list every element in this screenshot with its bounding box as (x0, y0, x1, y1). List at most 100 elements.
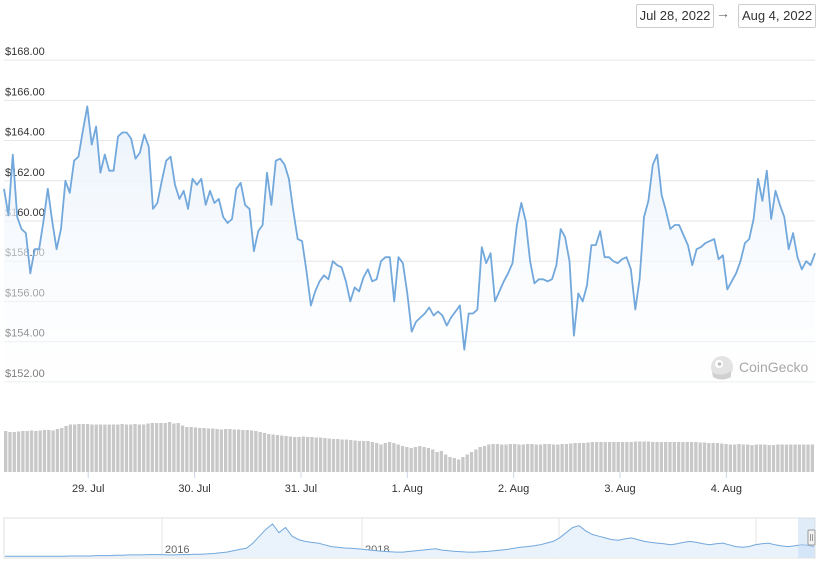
volume-bar (120, 424, 124, 472)
volume-bar (374, 443, 379, 472)
volume-bar (620, 442, 625, 472)
volume-bar (267, 434, 271, 472)
volume-bar (720, 443, 724, 472)
volume-bar (81, 424, 85, 472)
volume-bar (655, 442, 659, 472)
volume-bar (461, 457, 465, 472)
volume-bar (262, 433, 267, 472)
volume-bar (103, 424, 107, 472)
volume-bar (452, 458, 456, 472)
volume-bar (146, 423, 150, 472)
volume-bar (651, 442, 655, 472)
volume-bar (469, 452, 474, 472)
volume-bar (681, 442, 685, 472)
volume-bar (594, 442, 599, 472)
volume-bar (564, 444, 569, 472)
volume-bar (715, 443, 720, 472)
volume-bar (245, 430, 249, 472)
volume-bar (556, 444, 560, 472)
volume-bar (219, 429, 223, 472)
volume-bar (38, 430, 42, 472)
volume-bar (625, 442, 629, 472)
volume-bar (249, 430, 254, 472)
volume-bar (694, 442, 698, 472)
navigator-area (5, 524, 814, 557)
x-tick-label: 4. Aug (711, 483, 742, 495)
volume-bar (349, 440, 353, 472)
volume-bar (776, 444, 780, 472)
volume-bar (215, 429, 219, 472)
volume-bar (366, 441, 370, 472)
range-to-input[interactable]: Aug 4, 2022 (738, 4, 816, 28)
volume-bar (336, 439, 340, 472)
volume-bar (150, 423, 154, 472)
volume-bar (487, 444, 491, 472)
coingecko-watermark-text: CoinGecko (739, 359, 808, 375)
volume-bar (12, 432, 16, 472)
volume-bar (51, 430, 55, 472)
volume-bar (409, 448, 413, 472)
volume-bar (185, 427, 189, 472)
volume-bar (603, 442, 607, 472)
y-tick-label: $166.00 (5, 86, 45, 98)
volume-bar (474, 449, 478, 472)
volume-bar (668, 442, 672, 472)
volume-bar (310, 437, 314, 472)
volume-bar (133, 424, 137, 472)
volume-bar (707, 443, 711, 472)
volume-bar (780, 444, 784, 472)
volume-bar (444, 454, 448, 472)
volume-bar (42, 430, 47, 472)
volume-bar (29, 430, 34, 472)
volume-bar (612, 442, 616, 472)
volume-bar (508, 444, 513, 472)
volume-bar (25, 431, 29, 472)
volume-bar (758, 444, 763, 472)
navigator-selection[interactable] (798, 518, 815, 558)
volume-bars (4, 422, 814, 472)
volume-bar (733, 444, 737, 472)
volume-bar (94, 424, 98, 472)
y-tick-label: $164.00 (5, 127, 45, 139)
volume-bar (254, 431, 258, 472)
volume-bar (741, 444, 745, 472)
range-navigator[interactable]: 2016201820202022 (3, 517, 816, 559)
volume-bar (491, 444, 495, 472)
volume-bar (577, 443, 582, 472)
volume-bar (340, 439, 344, 472)
volume-bar (599, 442, 603, 472)
volume-bar (64, 426, 68, 472)
volume-bar (560, 444, 564, 472)
volume-bar (387, 442, 392, 472)
volume-bar (60, 428, 64, 472)
volume-bar (802, 444, 806, 472)
volume-bar (573, 443, 577, 472)
volume-bar (293, 437, 297, 472)
volume-bar (754, 444, 758, 472)
volume-bar (646, 441, 651, 472)
volume-bar (323, 438, 327, 472)
volume-bar (793, 444, 797, 472)
volume-bar (685, 442, 689, 472)
volume-bar (586, 442, 590, 472)
volume-bar (547, 444, 551, 472)
volume-bar (142, 424, 146, 472)
volume-bar (797, 444, 802, 472)
volume-bar (448, 457, 452, 472)
navigator-handle[interactable] (807, 529, 816, 546)
volume-bar (426, 448, 431, 472)
volume-bar (167, 422, 172, 472)
volume-bar (163, 423, 167, 472)
volume-bar (297, 437, 301, 472)
volume-bar (659, 442, 664, 472)
volume-bar (676, 442, 681, 472)
volume-bar (396, 444, 400, 472)
navigator-line (5, 523, 815, 557)
volume-bar (431, 449, 435, 472)
volume-bar (85, 424, 90, 472)
volume-bar (305, 437, 310, 472)
range-from-input[interactable]: Jul 28, 2022 (636, 4, 714, 28)
volume-bar (737, 444, 741, 472)
volume-bar (383, 443, 387, 472)
volume-bar (193, 427, 198, 472)
